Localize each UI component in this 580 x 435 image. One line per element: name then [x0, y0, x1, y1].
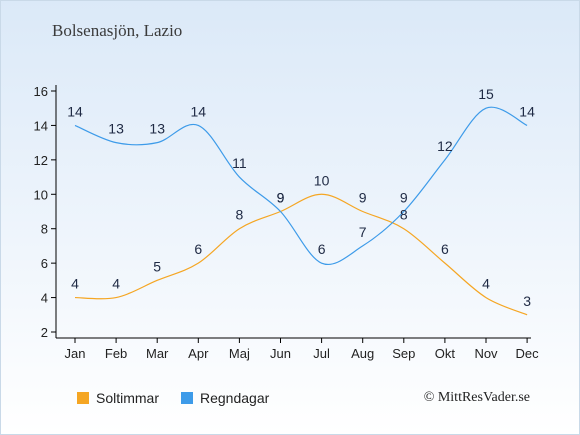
x-tick-label: Dec: [516, 346, 540, 361]
x-tick-label: Jun: [270, 346, 291, 361]
series-lines: [74, 106, 528, 316]
copyright-text: © MittResVader.se: [423, 390, 530, 405]
data-label-regndagar: 14: [191, 103, 207, 119]
y-tick-label: 14: [34, 118, 48, 133]
y-tick-label: 10: [34, 187, 48, 202]
data-label-soltimmar: 4: [112, 276, 120, 292]
data-label-soltimmar: 6: [194, 241, 202, 257]
data-label-regndagar: 14: [519, 103, 535, 119]
y-tick-label: 8: [41, 222, 48, 237]
data-label-regndagar: 7: [359, 224, 367, 240]
x-tick-label: Jan: [65, 346, 86, 361]
legend-item-regndagar: Regndagar: [181, 390, 269, 406]
x-tick-label: Maj: [229, 346, 250, 361]
series-line-regndagar: [74, 106, 528, 266]
x-tick-label: Sep: [392, 346, 415, 361]
x-tick-label: Nov: [474, 346, 498, 361]
data-label-regndagar: 9: [277, 190, 285, 206]
y-tick-label: 6: [41, 256, 48, 271]
axes: 2 4 6 8 10 12 14 16 Jan Feb Mar Apr Maj Jun Jul Aug Sep O…: [34, 84, 540, 361]
data-label-soltimmar: 5: [153, 258, 161, 274]
data-label-regndagar: 13: [108, 121, 124, 137]
data-label-regndagar: 15: [478, 86, 494, 102]
data-label-soltimmar: 9: [277, 190, 285, 206]
data-label-soltimmar: 10: [314, 172, 330, 188]
data-label-regndagar: 14: [67, 103, 83, 119]
legend-swatch-regndagar: [181, 392, 193, 404]
x-tick-label: Feb: [105, 346, 127, 361]
x-tick-label: Mar: [146, 346, 169, 361]
y-tick-label: 12: [34, 153, 48, 168]
x-tick-label: Apr: [188, 346, 209, 361]
legend-swatch-soltimmar: [77, 392, 89, 404]
legend-item-soltimmar: Soltimmar: [77, 390, 159, 406]
x-tick-label: Jul: [313, 346, 330, 361]
chart-title: Bolsenasjön, Lazio: [52, 21, 183, 40]
data-label-regndagar: 11: [232, 155, 247, 171]
data-label-soltimmar: 4: [71, 276, 79, 292]
data-label-regndagar: 6: [318, 241, 326, 257]
data-label-soltimmar: 8: [400, 207, 408, 223]
y-tick-label: 4: [41, 291, 48, 306]
data-label-soltimmar: 9: [359, 190, 367, 206]
data-label-regndagar: 13: [149, 121, 165, 137]
y-tick-label: 2: [41, 325, 48, 340]
y-tick-label: 16: [34, 84, 48, 99]
x-tick-label: Okt: [435, 346, 456, 361]
data-label-regndagar: 9: [400, 190, 408, 206]
data-label-soltimmar: 3: [523, 293, 531, 309]
data-label-regndagar: 12: [437, 138, 453, 154]
series-line-soltimmar: [74, 193, 528, 316]
legend-label-soltimmar: Soltimmar: [96, 390, 160, 406]
data-label-soltimmar: 8: [236, 207, 244, 223]
legend-label-regndagar: Regndagar: [200, 390, 270, 406]
x-tick-label: Aug: [351, 346, 374, 361]
data-label-soltimmar: 6: [441, 241, 449, 257]
data-label-soltimmar: 4: [482, 276, 490, 292]
